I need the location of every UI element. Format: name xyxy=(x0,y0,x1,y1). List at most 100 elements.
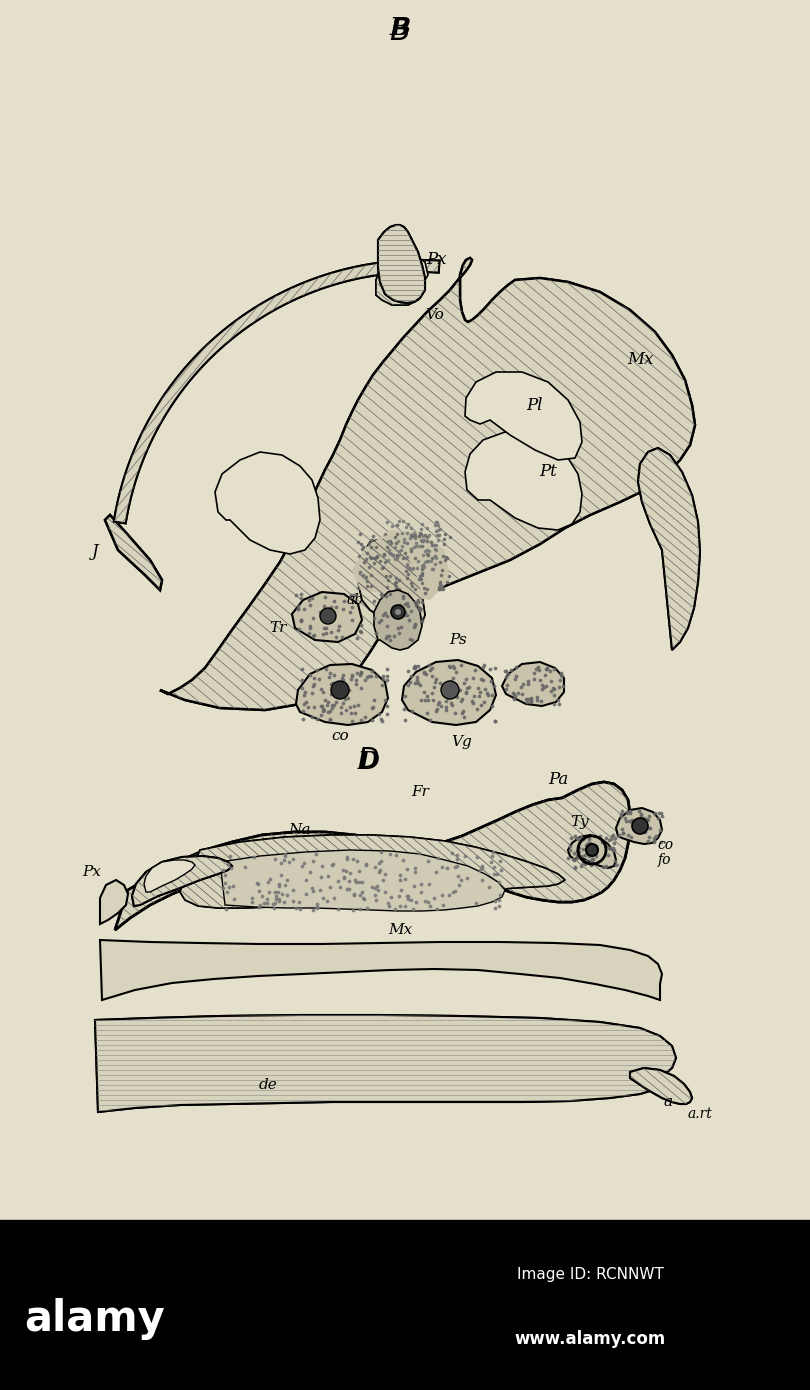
Point xyxy=(319,617,332,639)
Point xyxy=(369,884,382,906)
Point xyxy=(349,872,362,894)
Point xyxy=(349,673,362,695)
Point xyxy=(488,676,501,698)
Point xyxy=(408,671,421,694)
Point xyxy=(354,620,367,642)
Point xyxy=(482,876,495,898)
Point xyxy=(474,694,487,716)
Point xyxy=(390,578,403,600)
Point xyxy=(368,607,381,630)
Polygon shape xyxy=(215,452,320,555)
Point xyxy=(501,663,514,685)
Point xyxy=(420,530,433,552)
Point xyxy=(304,664,317,687)
Point xyxy=(273,873,286,895)
Point xyxy=(347,883,360,905)
Point xyxy=(347,584,360,606)
Point xyxy=(353,545,366,567)
Point xyxy=(296,709,309,731)
Point xyxy=(545,680,558,702)
Point xyxy=(522,688,535,710)
Point xyxy=(224,856,237,878)
Point xyxy=(420,663,433,685)
Text: a: a xyxy=(663,1095,672,1109)
Point xyxy=(404,527,417,549)
Point xyxy=(376,674,389,696)
Point xyxy=(280,884,293,906)
Point xyxy=(401,532,414,555)
Point xyxy=(595,831,608,853)
Point xyxy=(326,853,339,876)
Point xyxy=(333,876,346,898)
Point xyxy=(352,870,365,892)
Point xyxy=(569,856,582,878)
Point xyxy=(341,848,354,870)
Point xyxy=(277,891,290,913)
Point xyxy=(475,858,488,880)
Point xyxy=(228,888,241,910)
Point xyxy=(488,890,501,912)
Point xyxy=(442,564,455,587)
Point xyxy=(433,518,446,541)
Point xyxy=(400,885,413,908)
Point xyxy=(418,524,431,546)
Point xyxy=(351,851,364,873)
Point xyxy=(572,835,585,858)
Point xyxy=(416,556,428,578)
Point xyxy=(643,826,656,848)
Point xyxy=(405,699,418,721)
Point xyxy=(360,853,373,876)
Point xyxy=(436,884,449,906)
Point xyxy=(380,626,393,648)
Point xyxy=(457,673,470,695)
Point xyxy=(294,609,307,631)
Point xyxy=(485,695,498,717)
Point xyxy=(616,817,629,840)
Point xyxy=(404,524,417,546)
Point xyxy=(262,881,275,904)
Point xyxy=(433,578,446,600)
Point xyxy=(468,659,481,681)
Point xyxy=(311,897,324,919)
Point xyxy=(322,606,335,628)
Point xyxy=(304,617,317,639)
Point xyxy=(392,510,405,532)
Point xyxy=(369,855,382,877)
Point xyxy=(356,881,369,904)
Point xyxy=(394,598,407,620)
Point xyxy=(435,695,448,717)
Point xyxy=(361,542,374,564)
Point xyxy=(376,585,389,607)
Point xyxy=(458,845,471,867)
Point xyxy=(394,599,407,621)
Point xyxy=(386,514,399,537)
Point xyxy=(458,706,471,728)
Point xyxy=(364,548,377,570)
Point xyxy=(393,545,406,567)
Point xyxy=(460,667,473,689)
Point xyxy=(555,662,568,684)
Point xyxy=(424,895,437,917)
Point xyxy=(394,878,407,901)
Point xyxy=(643,805,656,827)
Point xyxy=(337,692,350,714)
Point xyxy=(531,656,544,678)
Point xyxy=(369,664,382,687)
Point xyxy=(597,856,610,878)
Point xyxy=(649,802,662,824)
Point xyxy=(535,678,548,701)
Point xyxy=(353,884,366,906)
Point xyxy=(331,620,344,642)
Point xyxy=(490,863,503,885)
Point xyxy=(296,669,309,691)
Point xyxy=(304,860,317,883)
Point xyxy=(377,556,390,578)
Point xyxy=(272,874,285,897)
Point xyxy=(577,827,590,849)
Point xyxy=(445,670,458,692)
Point xyxy=(578,851,590,873)
Point xyxy=(404,600,417,623)
Point xyxy=(413,566,426,588)
Point xyxy=(341,847,354,869)
Point xyxy=(302,588,315,610)
